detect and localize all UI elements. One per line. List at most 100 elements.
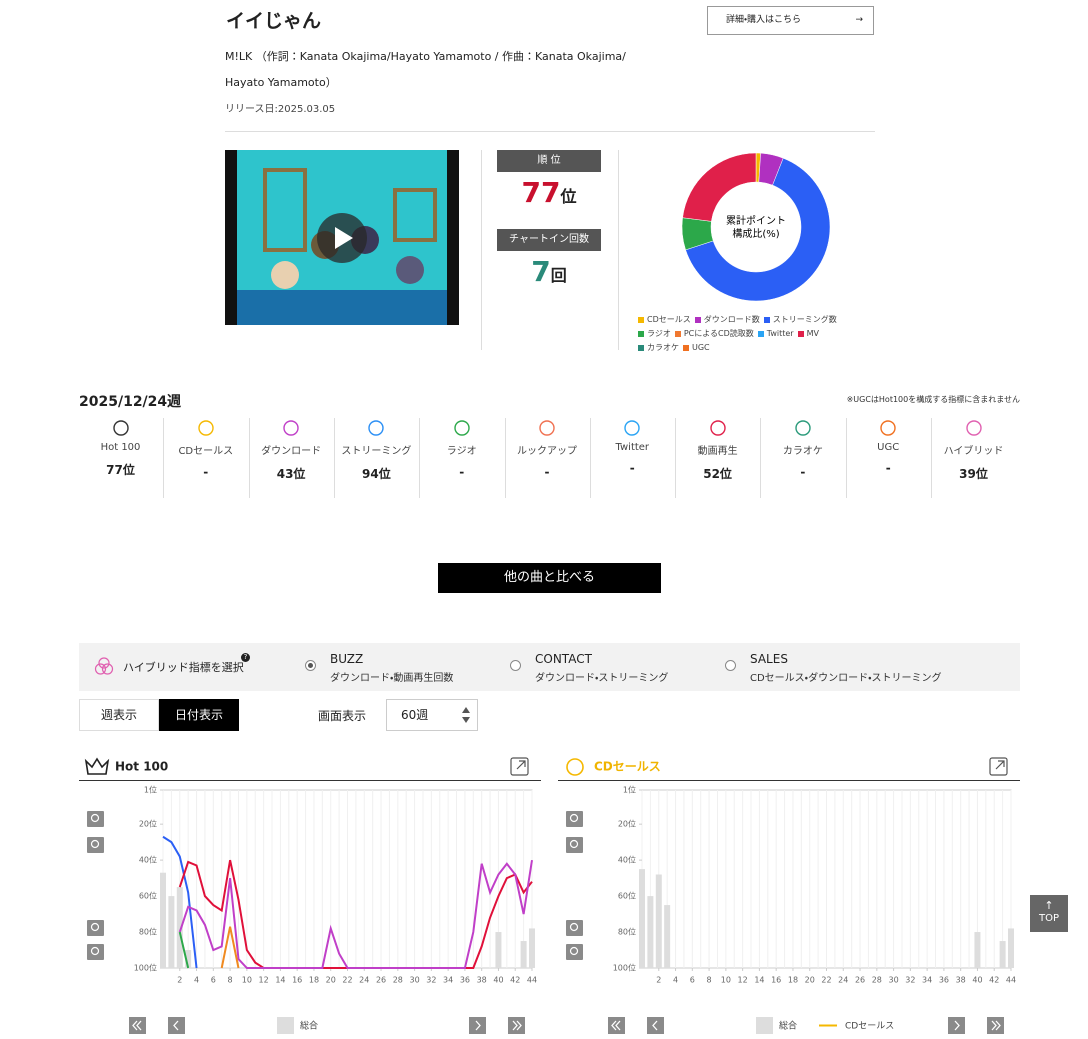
metric-name: ハイブリッド bbox=[943, 446, 1004, 457]
zoom-button[interactable] bbox=[87, 811, 104, 827]
icon-shape bbox=[709, 420, 726, 436]
nav-icon bbox=[615, 1020, 621, 1031]
zoom-button[interactable] bbox=[87, 920, 104, 936]
x-tick-label: 20 bbox=[805, 976, 815, 985]
bar bbox=[647, 896, 654, 968]
x-tick-label: 12 bbox=[259, 976, 269, 985]
metric-rank: - bbox=[629, 461, 635, 475]
compare-button[interactable]: 他の曲と比べる bbox=[438, 563, 661, 593]
x-tick-label: 4 bbox=[194, 976, 199, 985]
x-tick-label: 24 bbox=[359, 976, 369, 985]
metric: ラジオ - bbox=[419, 418, 504, 498]
metric-icon bbox=[368, 420, 385, 436]
video-thumbnail[interactable] bbox=[225, 150, 459, 325]
purchase-button[interactable]: 詳細・購入はこちら → bbox=[707, 6, 874, 35]
option-name: BUZZ bbox=[330, 652, 364, 666]
nav-icon bbox=[516, 1020, 522, 1031]
legend-label: MV bbox=[806, 329, 819, 338]
metric: ストリーミング 94位 bbox=[334, 418, 419, 498]
y-tick-label: 40位 bbox=[618, 855, 636, 865]
chart-title: Hot 100 bbox=[115, 760, 168, 774]
zoom-button[interactable] bbox=[566, 811, 583, 827]
radio-button[interactable] bbox=[510, 660, 521, 671]
radio-button[interactable] bbox=[305, 660, 316, 671]
zoom-button[interactable] bbox=[87, 944, 104, 960]
x-tick-label: 34 bbox=[922, 976, 932, 985]
x-tick-label: 18 bbox=[788, 976, 798, 985]
zoom-icon bbox=[569, 946, 579, 956]
metric-icon bbox=[624, 420, 640, 436]
bar bbox=[664, 905, 671, 968]
help-icon[interactable]: ? bbox=[241, 653, 250, 662]
metric-icon bbox=[539, 420, 555, 436]
legend-swatch bbox=[797, 331, 804, 337]
metric: ルックアップ - bbox=[505, 418, 590, 498]
purchase-button-label: 詳細・購入はこちら bbox=[726, 15, 802, 25]
cd-icon bbox=[566, 758, 584, 776]
expand-button[interactable] bbox=[989, 757, 1008, 776]
nav-button[interactable] bbox=[168, 1017, 185, 1034]
expand-button[interactable] bbox=[510, 757, 529, 776]
legend-item: ラジオ bbox=[638, 328, 671, 340]
nav-button[interactable] bbox=[948, 1017, 965, 1034]
display-label: 画面表示 bbox=[318, 709, 367, 723]
chart-in-value-box: 7回 bbox=[497, 255, 601, 288]
zoom-icon bbox=[569, 813, 579, 823]
zoom-button[interactable] bbox=[566, 944, 583, 960]
divider bbox=[931, 418, 932, 498]
nav-icon bbox=[136, 1020, 142, 1031]
display-select[interactable]: 60週 bbox=[386, 699, 478, 731]
legend-item: UGC bbox=[683, 342, 710, 354]
bar bbox=[639, 869, 645, 968]
nav-button[interactable] bbox=[469, 1017, 486, 1034]
x-tick-label: 10 bbox=[721, 976, 731, 985]
hybrid-panel bbox=[79, 643, 1020, 691]
person bbox=[396, 256, 424, 284]
radio-button[interactable] bbox=[725, 660, 736, 671]
metric-icon bbox=[198, 420, 214, 436]
legend-label: 総合 bbox=[300, 1020, 318, 1032]
rank-label: 順 位 bbox=[497, 150, 601, 172]
x-tick-label: 26 bbox=[376, 976, 386, 985]
x-tick-label: 2 bbox=[177, 976, 182, 985]
nav-button[interactable] bbox=[647, 1017, 664, 1034]
series-line bbox=[178, 859, 533, 969]
icon-shape bbox=[453, 420, 470, 436]
metric-name: UGC bbox=[877, 442, 900, 453]
x-tick-label: 14 bbox=[275, 976, 285, 985]
bar bbox=[974, 932, 981, 968]
legend-label: ストリーミング数 bbox=[772, 315, 837, 324]
zoom-button[interactable] bbox=[566, 920, 583, 936]
x-tick-label: 30 bbox=[409, 976, 419, 985]
metric-rank: - bbox=[885, 461, 891, 475]
icon-shape bbox=[624, 420, 640, 436]
divider bbox=[481, 150, 482, 350]
top-button[interactable]: ↑ TOP bbox=[1030, 895, 1068, 932]
metric: UGC - bbox=[846, 418, 931, 498]
metric-name: ダウンロード bbox=[261, 446, 322, 457]
zoom-button[interactable] bbox=[87, 837, 104, 853]
x-tick-label: 22 bbox=[821, 976, 831, 985]
metric: CDセールス - bbox=[163, 418, 248, 498]
donut-segment bbox=[682, 152, 757, 222]
icon-shape bbox=[198, 420, 214, 436]
chart-title: CDセールス bbox=[594, 760, 661, 774]
bar bbox=[655, 874, 662, 968]
zoom-button[interactable] bbox=[566, 837, 583, 853]
legend-swatch bbox=[756, 1017, 773, 1034]
x-tick-label: 36 bbox=[939, 976, 949, 985]
tab-active[interactable]: 日付表示 bbox=[159, 699, 239, 731]
x-tick-label: 2 bbox=[656, 976, 661, 985]
rank-unit: 位 bbox=[560, 187, 577, 206]
tab[interactable]: 週表示 bbox=[79, 699, 159, 731]
legend-swatch bbox=[674, 331, 681, 337]
metric-name: ラジオ bbox=[446, 446, 477, 457]
x-tick-label: 38 bbox=[956, 976, 966, 985]
icon-shape bbox=[880, 420, 896, 436]
metric: 動画再生 52位 bbox=[675, 418, 760, 498]
divider bbox=[163, 418, 165, 498]
donut-center-label: 累計ポイント bbox=[726, 215, 786, 227]
video-table bbox=[237, 290, 447, 325]
y-tick-label: 80位 bbox=[139, 927, 157, 937]
